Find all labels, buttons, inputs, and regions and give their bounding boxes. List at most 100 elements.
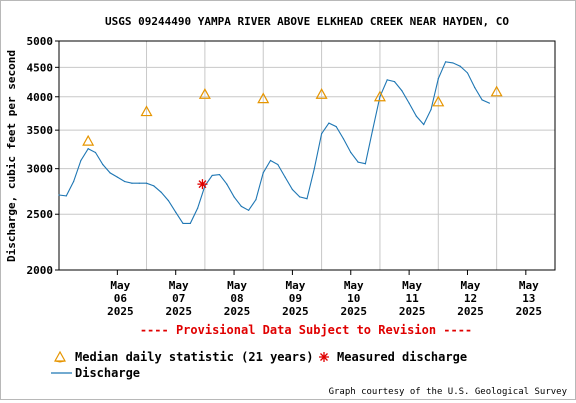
- discharge-point: [211, 174, 213, 177]
- discharge-point: [65, 195, 67, 197]
- discharge-point: [109, 172, 111, 174]
- median-marker: [257, 92, 270, 104]
- discharge-point: [80, 159, 82, 162]
- discharge-point: [408, 102, 410, 104]
- discharge-point: [131, 182, 133, 184]
- discharge-point: [124, 180, 126, 183]
- legend-median-triangle-icon: [53, 350, 67, 362]
- discharge-point: [320, 133, 323, 135]
- discharge-point: [401, 89, 403, 92]
- legend-discharge-label: Discharge: [75, 366, 140, 380]
- discharge-point: [488, 102, 490, 104]
- discharge-point: [94, 151, 97, 154]
- y-tick-label: 5000: [27, 35, 54, 48]
- chart-grid: [59, 40, 555, 271]
- x-tick-year-label: 2025: [224, 305, 251, 318]
- discharge-point: [423, 123, 425, 126]
- median-marker: [315, 88, 328, 99]
- series-layer: [58, 61, 503, 224]
- discharge-point: [269, 159, 272, 162]
- median-marker: [490, 85, 503, 97]
- legend-measured-label: Measured discharge: [337, 350, 467, 364]
- discharge-point: [459, 65, 461, 67]
- x-tick-month-label: May: [285, 279, 305, 292]
- x-tick-day-label: 12: [464, 292, 477, 305]
- discharge-point: [277, 163, 279, 166]
- y-tick-label: 2000: [27, 264, 54, 277]
- discharge-point: [167, 200, 170, 202]
- x-tick-day-label: 07: [172, 292, 185, 305]
- median-marker: [198, 88, 211, 99]
- discharge-point: [437, 78, 439, 80]
- discharge-point: [386, 79, 388, 81]
- discharge-point: [474, 86, 476, 89]
- x-tick-day-label: 06: [114, 292, 128, 305]
- y-axis-label: Discharge, cubic feet per second: [5, 50, 18, 262]
- discharge-point: [87, 148, 89, 150]
- discharge-point: [291, 188, 294, 191]
- discharge-point: [175, 211, 177, 213]
- discharge-point: [160, 191, 162, 193]
- provisional-notice: ---- Provisional Data Subject to Revisio…: [140, 323, 472, 337]
- discharge-point: [262, 172, 264, 174]
- discharge-point: [248, 209, 250, 211]
- measured-marker: [197, 179, 208, 190]
- x-tick-year-label: 2025: [107, 305, 134, 318]
- measured-marker-stroke: [198, 180, 207, 189]
- y-axis-ticks: 2000 2500 3000 3500 4000 4500 5000: [27, 35, 59, 277]
- discharge-point: [138, 182, 140, 184]
- discharge-point: [189, 222, 191, 224]
- discharge-point: [444, 61, 447, 63]
- y-tick-label: 4000: [27, 91, 54, 104]
- discharge-point: [342, 138, 345, 140]
- x-tick-day-label: 08: [230, 292, 243, 305]
- y-tick-label: 4500: [27, 61, 54, 74]
- discharge-point: [182, 222, 184, 224]
- y-tick-label: 2500: [27, 208, 54, 221]
- plot-area: [58, 40, 556, 271]
- x-tick-month-label: May: [344, 279, 364, 292]
- discharge-point: [299, 196, 301, 198]
- x-tick-day-label: 13: [522, 292, 535, 305]
- x-tick-year-label: 2025: [516, 305, 543, 318]
- discharge-point: [145, 182, 148, 184]
- discharge-point: [72, 180, 75, 183]
- discharge-point: [328, 122, 330, 124]
- discharge-point: [313, 168, 315, 170]
- discharge-point: [306, 198, 308, 200]
- discharge-point: [218, 173, 221, 176]
- discharge-point: [364, 163, 366, 165]
- legend-measured-asterisk-icon: [319, 352, 329, 362]
- chart-title: USGS 09244490 YAMPA RIVER ABOVE ELKHEAD …: [105, 15, 509, 28]
- discharge-point: [116, 176, 118, 178]
- x-tick-day-label: 10: [347, 292, 360, 305]
- discharge-point: [357, 161, 359, 163]
- x-axis-ticks: May062025May072025May082025May092025May1…: [107, 270, 542, 318]
- legend: Median daily statistic (21 years) Measur…: [51, 350, 467, 380]
- discharge-point: [196, 207, 199, 209]
- discharge-line: [58, 61, 490, 224]
- y-tick-label: 3500: [27, 124, 54, 137]
- median-marker: [140, 105, 153, 117]
- x-tick-month-label: May: [169, 279, 189, 292]
- discharge-point: [335, 125, 337, 128]
- discharge-point: [415, 115, 418, 117]
- x-tick-day-label: 09: [289, 292, 302, 305]
- x-tick-year-label: 2025: [165, 305, 192, 318]
- x-tick-year-label: 2025: [341, 305, 368, 318]
- discharge-point: [153, 185, 155, 187]
- x-tick-year-label: 2025: [282, 305, 309, 318]
- discharge-point: [102, 163, 104, 166]
- y-tick-label: 3000: [27, 163, 54, 176]
- x-tick-month-label: May: [461, 279, 481, 292]
- discharge-point: [379, 96, 381, 98]
- x-tick-month-label: May: [227, 279, 247, 292]
- discharge-point: [350, 151, 352, 154]
- discharge-point: [393, 81, 396, 83]
- x-tick-month-label: May: [110, 279, 130, 292]
- x-tick-day-label: 11: [405, 292, 419, 305]
- discharge-point: [58, 194, 60, 196]
- discharge-point: [372, 129, 374, 131]
